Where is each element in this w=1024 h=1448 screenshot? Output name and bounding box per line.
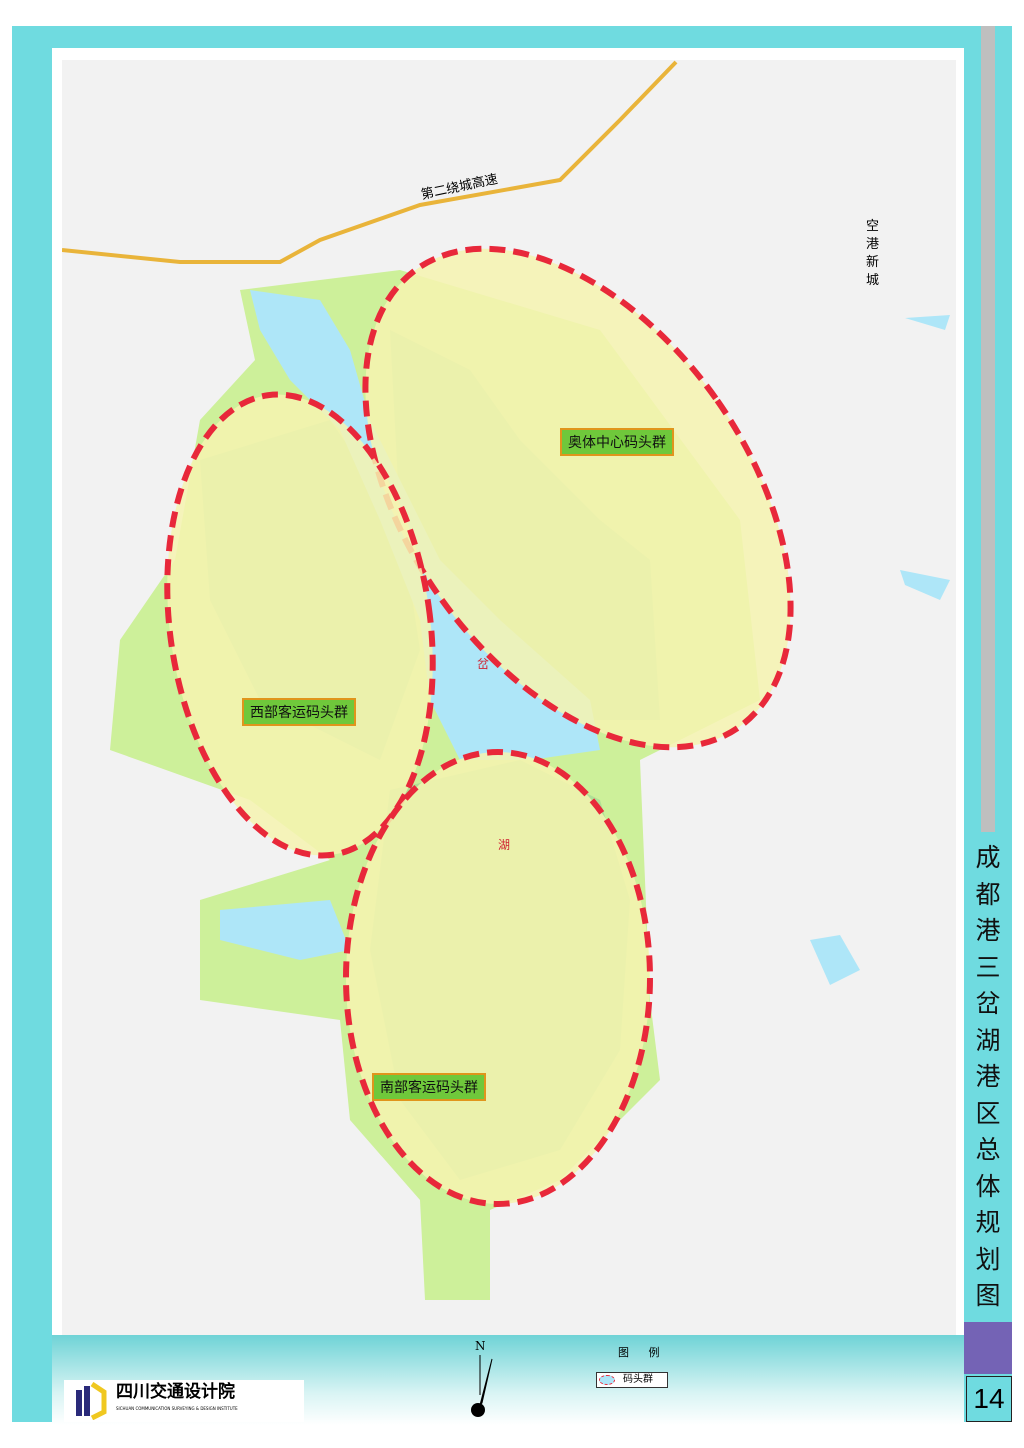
logo-name: 四川交通设计院 — [116, 1382, 235, 1402]
cluster-area-aoti — [362, 245, 794, 751]
legend-item: 码头群 — [596, 1372, 668, 1388]
cluster-area-south — [343, 749, 653, 1207]
map-canvas — [62, 60, 956, 1335]
cluster-area-west — [164, 391, 436, 859]
legend-label: 码头群 — [623, 1374, 653, 1385]
legend-title: 图 例 — [618, 1346, 668, 1359]
frame-top — [52, 26, 964, 48]
logo: 四川交通设计院 SICHUAN COMMUNICATION SURVEYING … — [64, 1380, 304, 1422]
district-label: 空港新城 — [866, 219, 880, 288]
cluster-label-aoti[interactable]: 奥体中心码头群 — [560, 428, 674, 456]
frame-slider — [981, 26, 995, 832]
north-label: N — [475, 1339, 486, 1353]
north-arrow-icon — [471, 1355, 493, 1417]
lake-label-1: 岔 — [477, 657, 490, 671]
lake-label-2: 湖 — [498, 838, 511, 852]
logo-mark-icon — [76, 1382, 107, 1420]
cluster-label-west[interactable]: 西部客运码头群 — [242, 698, 356, 726]
sheet-title: 成都港三岔湖港区总体规划图 — [975, 843, 1001, 1310]
page-number: 14 — [966, 1376, 1012, 1422]
title-accent — [964, 1322, 1012, 1374]
logo-subtitle: SICHUAN COMMUNICATION SURVEYING & DESIGN… — [116, 1406, 238, 1411]
frame-left — [12, 26, 52, 1422]
legend-swatch-icon — [599, 1375, 615, 1385]
cluster-label-south[interactable]: 南部客运码头群 — [372, 1073, 486, 1101]
logo-text: 四川交通设计院 SICHUAN COMMUNICATION SURVEYING … — [116, 1382, 238, 1413]
highway — [62, 60, 678, 264]
